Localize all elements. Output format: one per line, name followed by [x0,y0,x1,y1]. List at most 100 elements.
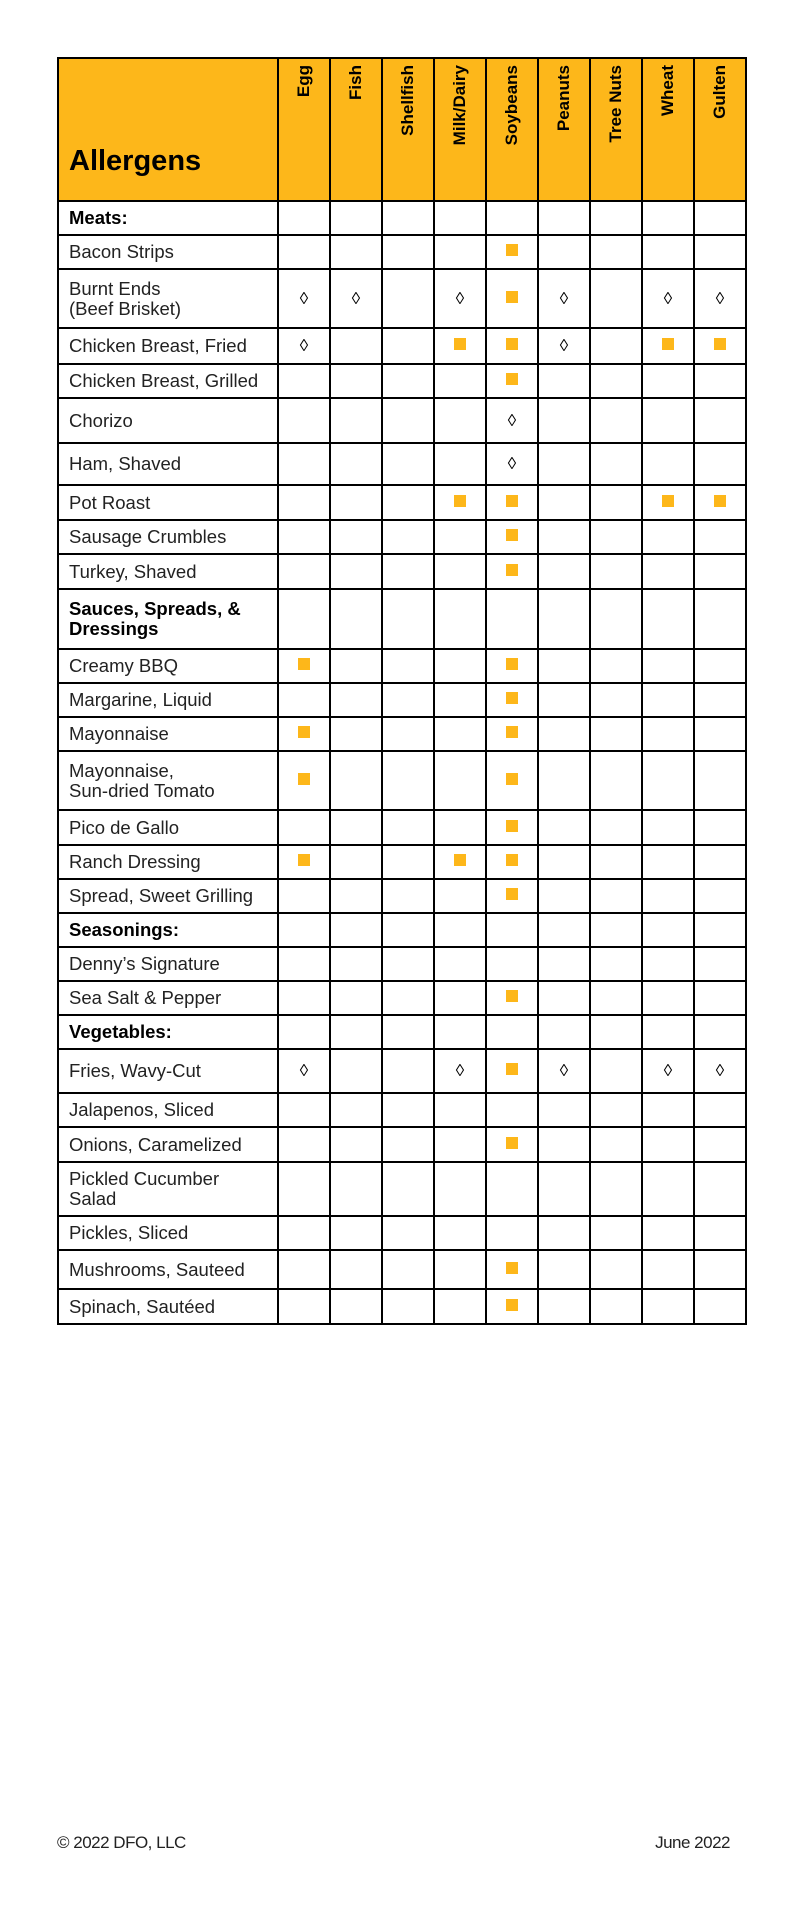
allergen-cell [537,912,591,948]
table-row: Pickles, Sliced [57,1215,747,1251]
allergen-cell [381,588,435,650]
allergen-cell [277,844,331,880]
table-row: Chorizo ◊ [57,397,747,444]
allergen-cell: ◊ [277,327,331,365]
table-row: Mayonnaise [57,716,747,752]
allergen-cell [693,519,747,555]
square-marker-icon [506,290,518,303]
allergen-cell [641,750,695,811]
square-marker-icon [714,338,726,350]
allergen-cell [381,1048,435,1094]
square-marker-icon [454,338,466,350]
allergen-cell [693,442,747,486]
allergen-cell [277,519,331,555]
allergen-cell [329,980,383,1016]
table-row: Denny’s Signature [57,946,747,982]
column-header: Tree Nuts [589,57,643,202]
allergen-cell [589,1048,643,1094]
square-marker-icon [506,529,518,541]
diamond-marker-icon: ◊ [507,454,517,473]
allergen-cell: ◊ [641,1048,695,1094]
allergen-cell [329,912,383,948]
allergen-cell [589,844,643,880]
allergen-cell: ◊ [485,442,539,486]
allergen-cell [329,1048,383,1094]
allergen-cell [693,809,747,846]
allergen-cell [693,682,747,718]
allergen-cell [433,397,487,444]
allergen-cell [537,200,591,236]
item-name: Ranch Dressing [57,844,279,880]
square-marker-icon [506,819,518,832]
allergen-cell: ◊ [641,268,695,329]
allergen-cell [537,809,591,846]
table-row: Ranch Dressing [57,844,747,880]
diamond-marker-icon: ◊ [351,288,361,308]
allergen-cell [589,268,643,329]
table-row: Fries, Wavy-Cut ◊ ◊ ◊ ◊ ◊ [57,1048,747,1094]
diamond-marker-icon: ◊ [663,288,673,308]
allergen-cell [485,268,539,329]
column-header-label: Soybeans [502,65,521,146]
allergen-cell [433,1161,487,1217]
table-row: Sausage Crumbles [57,519,747,555]
allergen-cell [381,946,435,982]
allergen-cell [329,648,383,684]
allergen-cell [641,397,695,444]
allergen-cell [433,1014,487,1050]
allergen-cell [589,980,643,1016]
allergen-cell [381,268,435,329]
section-label: Seasonings: [57,912,279,948]
column-header-label: Shellfish [398,65,417,136]
square-marker-icon [506,563,518,576]
allergen-cell [693,1249,747,1290]
allergen-cell [537,363,591,399]
allergen-cell [277,878,331,914]
diamond-marker-icon: ◊ [455,1061,465,1080]
allergen-cell [589,397,643,444]
allergen-cell: ◊ [433,268,487,329]
allergen-cell [537,946,591,982]
item-name: Mayonnaise [57,716,279,752]
allergen-cell [693,1161,747,1217]
allergen-cell [329,1215,383,1251]
allergen-cell [277,946,331,982]
allergen-cell [433,200,487,236]
square-marker-icon [506,772,518,785]
allergen-cell [693,750,747,811]
allergen-cell: ◊ [693,268,747,329]
allergen-cell [485,1092,539,1128]
allergen-cell [381,1126,435,1163]
item-name: Turkey, Shaved [57,553,279,590]
allergen-cell [381,809,435,846]
allergen-cell [381,1161,435,1217]
allergen-cell [589,716,643,752]
item-name: Chorizo [57,397,279,444]
item-name: Margarine, Liquid [57,682,279,718]
table-row: Ham, Shaved ◊ [57,442,747,486]
item-name: Creamy BBQ [57,648,279,684]
allergen-cell [589,234,643,270]
section-header-row: Sauces, Spreads, & Dressings [57,588,747,650]
allergen-cell [485,234,539,270]
table-row: Turkey, Shaved [57,553,747,590]
column-header: Shellfish [381,57,435,202]
allergen-cell [485,716,539,752]
allergen-cell [693,878,747,914]
allergen-cell [641,327,695,365]
allergen-cell [433,682,487,718]
diamond-marker-icon: ◊ [507,410,517,430]
allergen-cell [485,553,539,590]
allergen-cell [381,397,435,444]
table-title: Allergens [57,57,279,202]
diamond-marker-icon: ◊ [559,288,569,308]
allergen-cell [433,809,487,846]
allergen-cell [485,327,539,365]
allergen-cell [277,648,331,684]
allergen-cell: ◊ [329,268,383,329]
allergen-cell [329,442,383,486]
allergen-cell [589,588,643,650]
allergen-cell [485,912,539,948]
allergen-cell [433,588,487,650]
table-row: Spinach, Sautéed [57,1288,747,1325]
